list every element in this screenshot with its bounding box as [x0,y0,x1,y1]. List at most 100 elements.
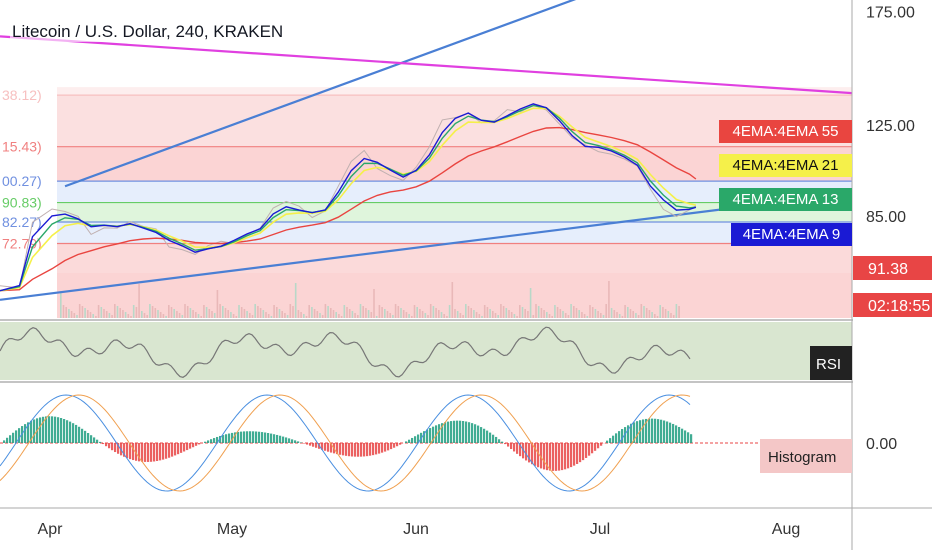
volume-bar [327,306,329,318]
macd-bar [600,443,602,446]
macd-bar [6,438,8,443]
macd-bar [438,424,440,443]
macd-bar [258,432,260,443]
volume-bar [492,311,494,318]
macd-bar [66,420,68,443]
macd-bar [312,443,314,447]
volume-bar [465,304,467,318]
macd-bar [447,422,449,443]
volume-bar [651,312,653,318]
volume-bar [265,312,267,318]
volume-bar [562,311,564,318]
macd-bar [516,443,518,454]
volume-bar [676,304,678,318]
volume-bar [168,305,170,318]
macd-bar [60,418,62,443]
volume-bar [360,304,362,318]
macd-bar [369,443,371,456]
macd-bar [207,440,209,443]
volume-bar [479,314,481,318]
macd-bar [186,443,188,450]
macd-bar [222,435,224,443]
macd-bar [285,437,287,443]
macd-bar [90,435,92,443]
volume-bar [546,312,548,318]
macd-bar [168,443,170,458]
volume-bar [263,310,265,318]
macd-bar [162,443,164,460]
macd-bar [651,419,653,443]
macd-bar [564,443,566,469]
time-axis-label: May [217,521,247,538]
macd-bar [141,443,143,462]
volume-bar [641,304,643,318]
volume-bar [238,305,240,318]
macd-axis-label: 0.00 [866,436,897,453]
volume-bar [317,311,319,318]
macd-bar [429,428,431,443]
volume-bar [530,288,532,318]
volume-bar [406,312,408,318]
volume-bar [384,309,386,318]
macd-bar [543,443,545,469]
volume-bar [668,311,670,318]
macd-bar [537,443,539,467]
volume-bar [605,304,607,318]
macd-bar [399,443,401,445]
ema-legend-item: 4EMA:4EMA 55 [719,120,852,143]
volume-bar [325,304,327,318]
volume-bar [425,313,427,318]
macd-bar [3,440,5,443]
volume-bar [119,308,121,318]
volume-bar [624,305,626,318]
macd-bar [9,435,11,443]
volume-bar [155,308,157,318]
volume-bar [527,311,529,318]
volume-bar [74,313,76,318]
macd-bar [165,443,167,459]
macd-bar [348,443,350,456]
volume-bar [219,304,221,318]
macd-bar [492,435,494,443]
volume-bar [346,307,348,318]
macd-bar [510,443,512,449]
volume-bar [497,315,499,318]
volume-bar [470,308,472,318]
volume-bar [160,312,162,318]
macd-bar [636,421,638,443]
macd-bar [180,443,182,453]
macd-bar [495,437,497,443]
volume-bar [411,316,413,318]
macd-bar [24,424,26,443]
volume-bar [133,305,135,318]
volume-bar [643,306,645,318]
macd-bar [582,443,584,460]
volume-bar [597,311,599,318]
volume-bar [341,316,343,318]
volume-bar [109,313,111,318]
macd-bar [363,443,365,456]
volume-bar [192,310,194,318]
volume-bar [419,309,421,318]
macd-bar [411,438,413,443]
volume-bar [200,316,202,318]
macd-bar [105,443,107,446]
volume-bar [649,310,651,318]
volume-bar [198,314,200,318]
volume-bar [379,305,381,318]
macd-bar [405,441,407,443]
volume-bar [176,311,178,318]
macd-bar [150,443,152,462]
volume-bar [508,310,510,318]
volume-bar [557,307,559,318]
volume-bar [184,304,186,318]
macd-bar [357,443,359,457]
macd-bar [210,439,212,443]
macd-bar [498,439,500,443]
volume-bar [373,289,375,318]
volume-bar [654,314,656,318]
volume-bar [476,312,478,318]
volume-bar [659,305,661,318]
macd-bar [273,434,275,443]
macd-bar [96,440,98,443]
